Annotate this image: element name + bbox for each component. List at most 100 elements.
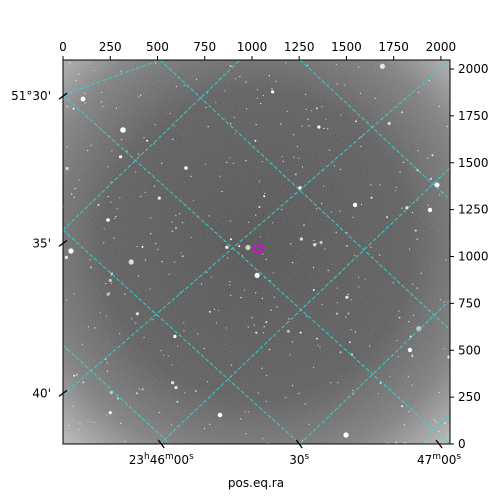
star (293, 156, 295, 158)
star (411, 283, 413, 285)
star (286, 329, 290, 333)
star (325, 118, 327, 120)
star (435, 421, 437, 423)
top-tick-label: 2000 (426, 40, 457, 54)
star (351, 353, 353, 356)
star (209, 423, 211, 425)
star (446, 125, 448, 128)
star (97, 203, 100, 206)
star (119, 155, 123, 159)
star (108, 411, 112, 415)
right-tick-label: 1250 (458, 203, 489, 217)
star (143, 336, 145, 338)
bright-star (427, 207, 433, 213)
star (276, 306, 278, 308)
star (299, 237, 303, 241)
star (84, 93, 86, 95)
star (416, 238, 418, 240)
star (153, 185, 156, 187)
star (66, 146, 68, 148)
star (140, 195, 142, 198)
star (405, 442, 407, 444)
star (78, 179, 80, 181)
star (264, 192, 266, 194)
star (101, 91, 103, 94)
grid-line (159, 60, 450, 331)
star (89, 266, 92, 269)
star (94, 327, 96, 329)
star (335, 63, 337, 65)
star (168, 273, 170, 275)
star (268, 75, 270, 77)
star (90, 144, 92, 146)
star (87, 149, 89, 152)
star (161, 261, 163, 263)
star (239, 75, 241, 78)
star (136, 245, 138, 248)
star (414, 229, 417, 232)
star (303, 224, 305, 226)
star (428, 80, 430, 82)
star (317, 125, 321, 129)
grid-line (63, 60, 241, 231)
star (336, 287, 338, 289)
star (313, 366, 315, 368)
star (361, 203, 363, 206)
star (405, 206, 409, 210)
star (262, 253, 264, 255)
star (395, 441, 398, 444)
star (374, 97, 376, 99)
star (407, 376, 409, 378)
star (75, 373, 78, 376)
star (323, 127, 325, 129)
star (438, 391, 440, 394)
ra-label-23h46m00s: 23h46m00s (129, 452, 194, 467)
star (105, 283, 107, 285)
left-dec-axis: 51°30' 35' 40' (11, 89, 68, 400)
star (339, 351, 342, 354)
bright-star (407, 347, 413, 353)
star (255, 292, 257, 294)
star (73, 196, 75, 198)
star (135, 322, 137, 324)
star (321, 106, 323, 108)
ra-tick (157, 439, 165, 449)
star (69, 62, 71, 64)
right-tick-label: 250 (458, 390, 481, 404)
star (161, 162, 163, 164)
star (265, 374, 268, 376)
star (111, 150, 113, 152)
star (113, 237, 115, 239)
star (392, 282, 394, 284)
star (262, 438, 264, 440)
star (262, 94, 264, 97)
star (397, 356, 399, 358)
star (377, 393, 379, 395)
star (120, 139, 123, 141)
star (403, 424, 405, 426)
bright-star (106, 218, 110, 222)
top-tick-label: 1750 (378, 40, 409, 54)
star (248, 221, 250, 223)
star (396, 339, 398, 342)
star (387, 442, 389, 444)
dec-tick (58, 92, 68, 100)
star (315, 107, 318, 110)
star (321, 303, 323, 306)
star (361, 136, 363, 138)
star (179, 213, 181, 215)
star (141, 245, 144, 248)
star (364, 279, 366, 281)
star (135, 312, 139, 316)
star (265, 400, 267, 402)
star (173, 125, 176, 127)
star (152, 319, 154, 321)
star (227, 257, 229, 259)
star (105, 358, 107, 360)
star (402, 161, 405, 164)
star (416, 169, 419, 172)
right-tick-label: 1500 (458, 156, 489, 170)
grid-line (159, 167, 450, 444)
star (319, 346, 321, 348)
